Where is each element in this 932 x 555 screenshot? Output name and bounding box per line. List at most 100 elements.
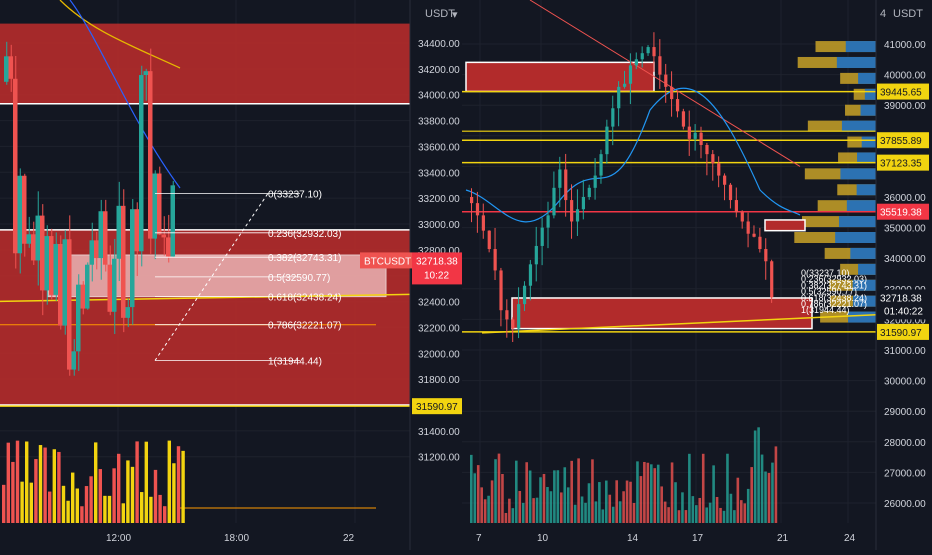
fib-label: 0.618(32438.24) xyxy=(268,293,341,304)
y-tick-label: 31200.00 xyxy=(418,453,460,464)
candle-body xyxy=(71,351,76,370)
fib-label: 0.5(32590.77) xyxy=(268,273,330,284)
candle-body xyxy=(17,175,22,254)
zone-lower xyxy=(511,297,813,330)
candle-body xyxy=(4,56,9,82)
volume-bar xyxy=(615,480,618,523)
candle-body xyxy=(26,234,31,244)
candle-body xyxy=(670,86,674,100)
volume-bar xyxy=(521,502,525,523)
volume-bar xyxy=(66,500,70,523)
volume-bar xyxy=(542,473,546,523)
volume-bar xyxy=(153,469,158,523)
volume-bar xyxy=(705,507,708,523)
zone-small xyxy=(764,219,806,232)
volume-profile-bar-blue xyxy=(857,152,876,164)
y-tick-label: 32200.00 xyxy=(418,323,460,334)
volume-bar xyxy=(677,510,681,523)
volume-bar xyxy=(698,497,702,523)
volume-bar xyxy=(611,506,615,523)
volume-bar xyxy=(176,446,181,523)
volume-profile-bar xyxy=(817,200,876,212)
volume-bar xyxy=(764,471,767,523)
volume-bar xyxy=(126,460,130,523)
symbol-tag xyxy=(360,252,412,269)
y-tick-label: 39000.00 xyxy=(884,101,926,112)
candle-body xyxy=(103,211,108,265)
y-tick-label: 26000.00 xyxy=(884,499,926,510)
candle-body xyxy=(534,245,538,265)
volume-bar xyxy=(584,502,587,523)
candle-body xyxy=(157,173,162,235)
candle-body xyxy=(166,237,171,257)
candle-body xyxy=(575,209,580,222)
symbol-tag-text: BTCUSDT xyxy=(364,256,411,267)
y-tick-label: 31400.00 xyxy=(418,427,460,438)
volume-bar xyxy=(608,494,612,523)
volume-profile-bar-blue xyxy=(858,72,876,84)
x-tick-label: 10 xyxy=(537,533,549,544)
x-tick-label: 14 xyxy=(627,533,639,544)
volume-bar xyxy=(594,501,598,523)
candle-body xyxy=(646,47,650,54)
volume-bar xyxy=(20,481,24,523)
y-tick-label: 36000.00 xyxy=(884,193,926,204)
candle-body xyxy=(540,227,544,246)
fib-label: 0(33237.10) xyxy=(268,189,322,200)
candle-body xyxy=(22,175,27,244)
candle-body xyxy=(517,304,521,329)
volume-profile-bar xyxy=(820,311,876,323)
candle-body xyxy=(675,99,680,112)
volume-profile-bar-blue xyxy=(836,56,876,68)
left-axis-menu-icon[interactable]: ▾ xyxy=(452,9,458,21)
candle-body xyxy=(35,215,40,261)
candle-body xyxy=(475,203,480,216)
volume-bar xyxy=(695,505,698,523)
candle-body xyxy=(481,215,485,231)
volume-bar xyxy=(726,453,729,523)
y-tick-label: 33600.00 xyxy=(418,142,460,153)
volume-bar xyxy=(107,495,112,523)
volume-bar xyxy=(6,442,10,523)
x-tick-label: 18:00 xyxy=(224,533,249,544)
candle-body xyxy=(605,126,609,155)
candle-body xyxy=(546,215,550,228)
volume-profile-bar-blue xyxy=(835,232,876,244)
candle-body xyxy=(634,59,638,66)
volume-bar xyxy=(753,430,757,523)
level-tag-text: 37123.35 xyxy=(880,159,922,170)
volume-profile-bar-blue xyxy=(852,279,876,291)
volume-bar xyxy=(660,486,663,523)
volume-bar xyxy=(71,472,75,523)
level-tag-text: 31590.97 xyxy=(416,402,458,413)
price-tag-text: 32718.38 xyxy=(416,256,458,267)
volume-bar xyxy=(722,510,726,523)
volume-bar xyxy=(639,476,643,523)
candle-body xyxy=(611,108,615,127)
volume-bar xyxy=(52,449,56,523)
volume-bar xyxy=(121,503,125,523)
level-tag-text: 35519.38 xyxy=(880,208,922,219)
y-tick-label: 41000.00 xyxy=(884,40,926,51)
volume-profile-bar xyxy=(794,232,876,244)
volume-bar xyxy=(112,468,116,523)
candle-body xyxy=(31,234,36,261)
y-tick-label: 32000.00 xyxy=(418,349,460,360)
candle-body xyxy=(640,53,644,60)
right-axis-menu-icon[interactable]: 4 xyxy=(880,8,887,20)
volume-bar xyxy=(771,462,774,523)
candle-body xyxy=(623,83,627,87)
mini-fib-label: 0.786(32221.07) xyxy=(801,299,867,309)
mini-fib-label: 0.618(32438.24) xyxy=(801,293,867,303)
right-currency-label: USDT xyxy=(893,8,923,20)
volume-bar xyxy=(591,459,594,523)
x-tick-label: 22 xyxy=(343,533,355,544)
moving-average-yellow xyxy=(59,0,181,69)
volume-bar xyxy=(525,462,528,523)
candle-body xyxy=(652,47,656,57)
volume-bar xyxy=(43,447,47,523)
y-tick-label: 32400.00 xyxy=(418,298,460,309)
volume-bar xyxy=(144,441,148,523)
volume-bar xyxy=(483,499,487,523)
